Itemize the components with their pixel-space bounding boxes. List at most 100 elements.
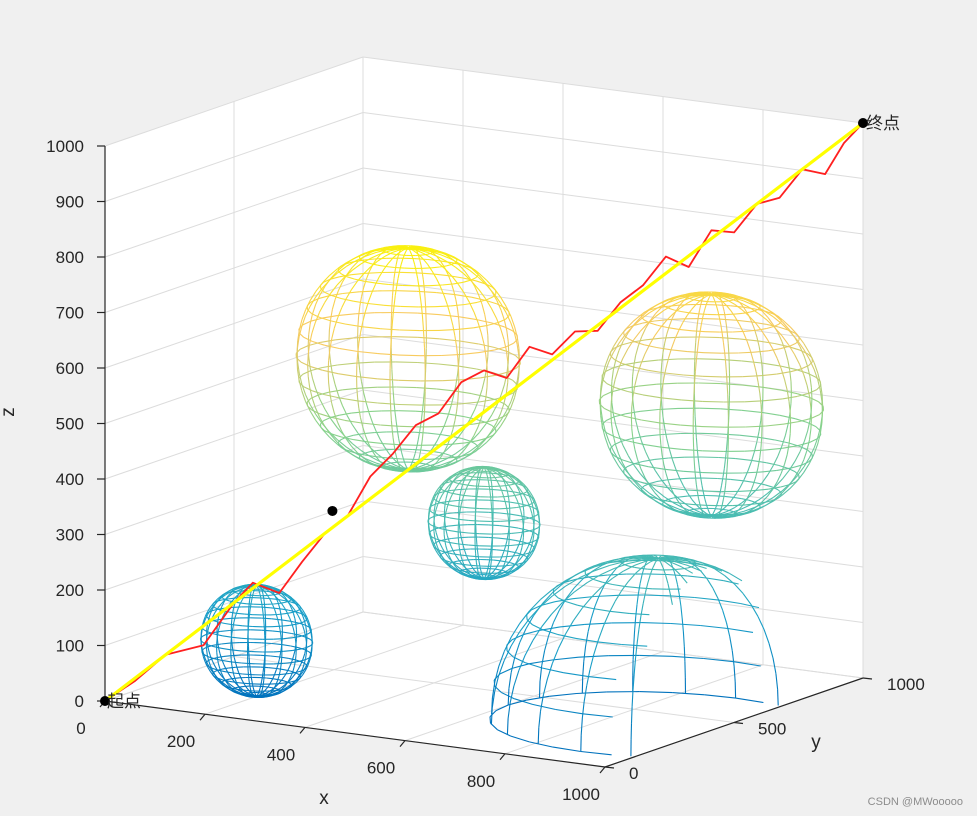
mesh-segment (359, 417, 364, 427)
mesh-segment (271, 618, 282, 621)
mesh-segment (464, 270, 471, 279)
mesh-segment (309, 291, 317, 301)
mesh-segment (678, 510, 690, 515)
mesh-segment (452, 553, 461, 556)
mesh-segment (367, 302, 384, 306)
mesh-segment (493, 425, 501, 436)
mesh-segment (360, 287, 365, 297)
axis-labels: x y z (0, 407, 821, 809)
mesh-segment (236, 612, 245, 615)
mesh-segment (392, 437, 395, 446)
mesh-segment (675, 468, 680, 478)
mesh-segment (601, 372, 606, 384)
mesh-segment (640, 353, 646, 365)
mesh-segment (491, 578, 496, 580)
mesh-segment (522, 541, 529, 545)
mesh-segment (687, 492, 693, 500)
mesh-segment (761, 362, 780, 367)
mesh-segment (610, 422, 614, 434)
mesh-segment (233, 617, 236, 623)
mesh-segment (359, 370, 363, 382)
mesh-segment (599, 404, 602, 416)
mesh-segment (718, 599, 741, 605)
mesh-segment (284, 596, 288, 602)
mesh-segment (394, 264, 397, 272)
mesh-segment (272, 687, 275, 691)
mesh-segment (719, 510, 728, 515)
mesh-segment (429, 515, 435, 519)
x-tick-label: 800 (467, 772, 495, 791)
mesh-segment (478, 349, 495, 354)
mesh-segment (438, 314, 459, 318)
mesh-segment (458, 547, 461, 553)
mesh-segment (241, 586, 247, 590)
mesh-segment (522, 483, 528, 489)
mesh-segment (264, 587, 269, 591)
mesh-segment (803, 430, 809, 442)
mesh-segment (233, 674, 236, 680)
mesh-segment (694, 466, 696, 477)
mesh-segment (519, 628, 527, 644)
mesh-segment (419, 462, 424, 465)
mesh-segment (720, 383, 743, 386)
mesh-segment (539, 665, 543, 682)
mesh-segment (448, 481, 453, 487)
mesh-segment (462, 474, 466, 477)
mesh-segment (664, 296, 674, 302)
mesh-segment (282, 686, 288, 691)
mesh-segment (733, 496, 742, 500)
mesh-segment (365, 271, 370, 280)
mesh-segment (725, 438, 728, 450)
mesh-segment (447, 512, 457, 515)
mesh-segment (757, 616, 765, 630)
mesh-segment (201, 651, 204, 658)
mesh-segment (451, 488, 460, 491)
mesh-segment (281, 603, 286, 609)
mesh-segment (486, 475, 489, 480)
mesh-segment (256, 586, 259, 589)
mesh-segment (612, 379, 616, 391)
mesh-segment (687, 575, 707, 579)
mesh-segment (476, 578, 480, 580)
mesh-segment (503, 339, 507, 351)
mesh-segment (565, 587, 575, 599)
mesh-segment (300, 611, 304, 617)
mesh-segment (307, 656, 311, 663)
mesh-segment (743, 470, 749, 480)
mesh-segment (291, 605, 296, 612)
mesh-segment (524, 640, 534, 656)
mesh-segment (297, 615, 302, 621)
mesh-segment (449, 517, 459, 520)
mesh-segment (237, 686, 241, 690)
mesh-segment (676, 568, 683, 570)
mesh-segment (467, 467, 474, 471)
mesh-segment (565, 601, 578, 606)
mesh-segment (695, 299, 700, 302)
mesh-segment (416, 387, 437, 390)
mesh-segment (469, 563, 473, 568)
mesh-segment (485, 472, 488, 477)
mesh-segment (337, 439, 347, 448)
mesh-segment (529, 599, 541, 612)
mesh-segment (754, 482, 766, 486)
mesh-segment (526, 516, 534, 520)
mesh-segment (448, 497, 452, 503)
mesh-segment (634, 560, 647, 566)
mesh-segment (658, 302, 670, 308)
mesh-segment (362, 426, 366, 436)
mesh-segment (474, 286, 480, 296)
mesh-segment (365, 458, 377, 464)
mesh-segment (337, 395, 343, 406)
mesh-segment (649, 322, 658, 326)
mesh-segment (532, 534, 535, 541)
mesh-segment (538, 711, 542, 728)
mesh-segment (671, 655, 704, 660)
mesh-segment (438, 490, 445, 494)
mesh-segment (618, 328, 627, 338)
mesh-segment (503, 320, 508, 331)
mesh-segment (421, 430, 424, 439)
mesh-segment (471, 564, 481, 567)
mesh-segment (444, 479, 450, 485)
mesh-segment (450, 395, 455, 406)
mesh-segment (400, 258, 404, 265)
